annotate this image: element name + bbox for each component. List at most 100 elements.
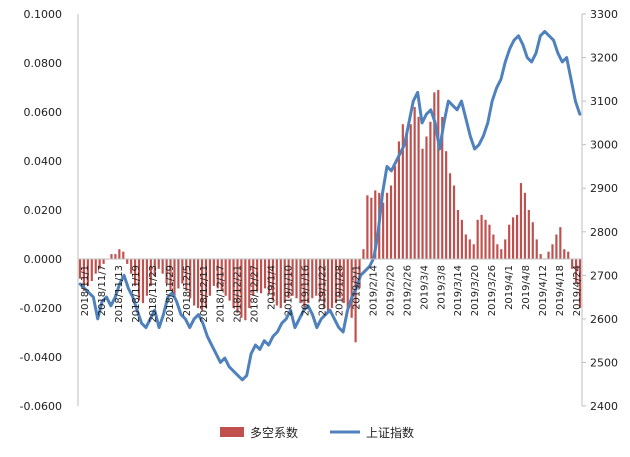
bar [397, 141, 400, 259]
bar [189, 259, 192, 299]
left-axis-tick-label: -0.0200 [20, 302, 62, 315]
right-axis-tick-label: 3200 [590, 52, 618, 65]
right-axis-tick-label: 3300 [590, 8, 618, 21]
bar [260, 259, 263, 294]
x-axis-tick-label: 2019/3/20 [470, 265, 481, 316]
bar [212, 259, 215, 286]
x-axis-tick-label: 2019/1/10 [284, 265, 295, 316]
bar [90, 259, 93, 282]
legend-label-bar: 多空系数 [250, 425, 298, 440]
bar [519, 183, 523, 259]
bar [504, 239, 507, 259]
bar [370, 197, 373, 259]
bar [323, 259, 326, 308]
bar [216, 259, 219, 289]
bar [362, 249, 365, 259]
bar [346, 259, 349, 308]
bar [535, 239, 538, 259]
bar [515, 214, 519, 259]
bar [118, 249, 121, 259]
bar [527, 210, 530, 259]
bar [326, 259, 330, 313]
bar [512, 217, 515, 259]
bar [559, 227, 562, 259]
x-axis-tick-label: 2019/2/14 [368, 265, 379, 316]
right-axis-tick-label: 3100 [590, 95, 618, 108]
bar [141, 259, 145, 304]
bar [452, 185, 456, 259]
bar [468, 239, 471, 259]
bar [393, 165, 397, 259]
x-axis-tick-label: 2018/11/23 [148, 265, 159, 323]
bar [575, 259, 578, 284]
right-axis-tick-label: 2800 [590, 226, 618, 239]
bar [449, 173, 452, 259]
bar [484, 219, 487, 259]
bar [240, 259, 243, 318]
x-axis-tick-label: 2018/12/5 [182, 265, 193, 316]
bar [169, 259, 172, 291]
bar [460, 219, 463, 259]
x-axis-tick-label: 2018/11/13 [114, 265, 125, 323]
bar [82, 259, 85, 291]
right-axis-tick-label: 2500 [590, 356, 618, 369]
bar [508, 224, 511, 259]
bar [263, 259, 267, 289]
x-axis-tick-label: 2018/12/27 [250, 265, 261, 323]
bar [287, 259, 290, 299]
x-axis-tick-label: 2018/11/29 [165, 265, 176, 323]
right-axis-tick-label: 2600 [590, 313, 618, 326]
bar [496, 244, 499, 259]
bar [78, 259, 82, 279]
bar [409, 124, 412, 259]
bar [256, 259, 259, 291]
left-axis-tick-label: 0.1000 [24, 8, 63, 21]
left-axis-tick-label: 0.0400 [24, 155, 63, 168]
bar [441, 116, 444, 260]
x-axis-tick-label: 2019/4/12 [538, 265, 549, 316]
bar [173, 259, 176, 296]
bar [551, 244, 554, 259]
bar [161, 259, 164, 274]
bar [437, 89, 440, 259]
bar [342, 259, 345, 304]
bar [228, 259, 231, 301]
bar [130, 259, 133, 274]
bar [382, 202, 385, 259]
bar [500, 249, 503, 259]
bar [134, 259, 137, 286]
bar [122, 251, 125, 259]
right-axis-tick-label: 2900 [590, 182, 618, 195]
bar [413, 107, 416, 259]
bar [338, 259, 341, 299]
bar [271, 259, 274, 301]
bar [523, 192, 526, 259]
bar [311, 259, 314, 299]
x-axis-tick-label: 2018/12/11 [199, 265, 210, 323]
bar [252, 259, 255, 296]
bar [358, 259, 361, 289]
bar [476, 219, 479, 259]
bar [386, 192, 389, 259]
bar [421, 148, 424, 259]
bar [102, 259, 105, 264]
bar [539, 254, 542, 259]
x-axis-tick-label: 2019/2/26 [402, 265, 413, 316]
x-axis-tick-label: 2018/11/1 [80, 265, 91, 316]
bar [307, 259, 310, 304]
bar [177, 259, 180, 289]
bar [114, 254, 117, 259]
bar [389, 185, 393, 259]
bar [464, 234, 467, 259]
bar [98, 259, 101, 269]
bar [303, 259, 306, 308]
bar [165, 259, 168, 284]
x-axis-tick-label: 2019/4/8 [521, 265, 532, 310]
bar [153, 259, 156, 277]
bar [480, 214, 483, 259]
left-axis-tick-label: 0.0600 [24, 106, 63, 119]
bar [145, 259, 148, 296]
bar [283, 259, 286, 304]
left-axis-tick-label: 0.0800 [24, 57, 63, 70]
